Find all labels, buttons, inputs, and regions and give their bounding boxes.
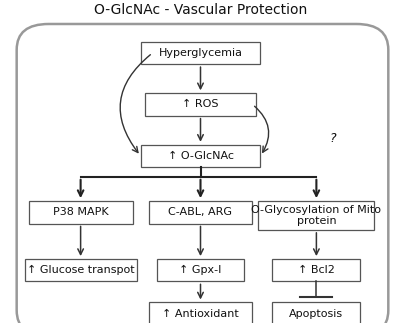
FancyBboxPatch shape (156, 259, 245, 282)
Text: ↑ O-GlcNAc: ↑ O-GlcNAc (168, 151, 233, 161)
FancyBboxPatch shape (148, 201, 253, 224)
FancyBboxPatch shape (272, 259, 360, 282)
Text: ↑ ROS: ↑ ROS (182, 99, 219, 110)
Text: ↑ Gpx-I: ↑ Gpx-I (179, 265, 222, 275)
FancyBboxPatch shape (141, 42, 260, 64)
Text: Hyperglycemia: Hyperglycemia (158, 48, 243, 58)
FancyBboxPatch shape (148, 302, 253, 324)
FancyBboxPatch shape (17, 24, 388, 324)
Text: C-ABL, ARG: C-ABL, ARG (168, 207, 233, 217)
Text: P38 MAPK: P38 MAPK (53, 207, 108, 217)
Text: O-GlcNAc - Vascular Protection: O-GlcNAc - Vascular Protection (94, 3, 307, 17)
Text: ?: ? (329, 132, 336, 145)
Text: O-Glycosylation of Mito
protein: O-Glycosylation of Mito protein (251, 205, 381, 226)
FancyBboxPatch shape (144, 93, 257, 116)
FancyBboxPatch shape (25, 259, 137, 282)
Text: ↑ Antioxidant: ↑ Antioxidant (162, 309, 239, 318)
Text: ↑ Bcl2: ↑ Bcl2 (298, 265, 335, 275)
FancyBboxPatch shape (28, 201, 133, 224)
FancyBboxPatch shape (258, 201, 374, 230)
FancyBboxPatch shape (272, 302, 360, 324)
Text: Apoptosis: Apoptosis (290, 309, 343, 318)
FancyBboxPatch shape (141, 145, 260, 167)
Text: ↑ Glucose transpot: ↑ Glucose transpot (27, 265, 134, 275)
